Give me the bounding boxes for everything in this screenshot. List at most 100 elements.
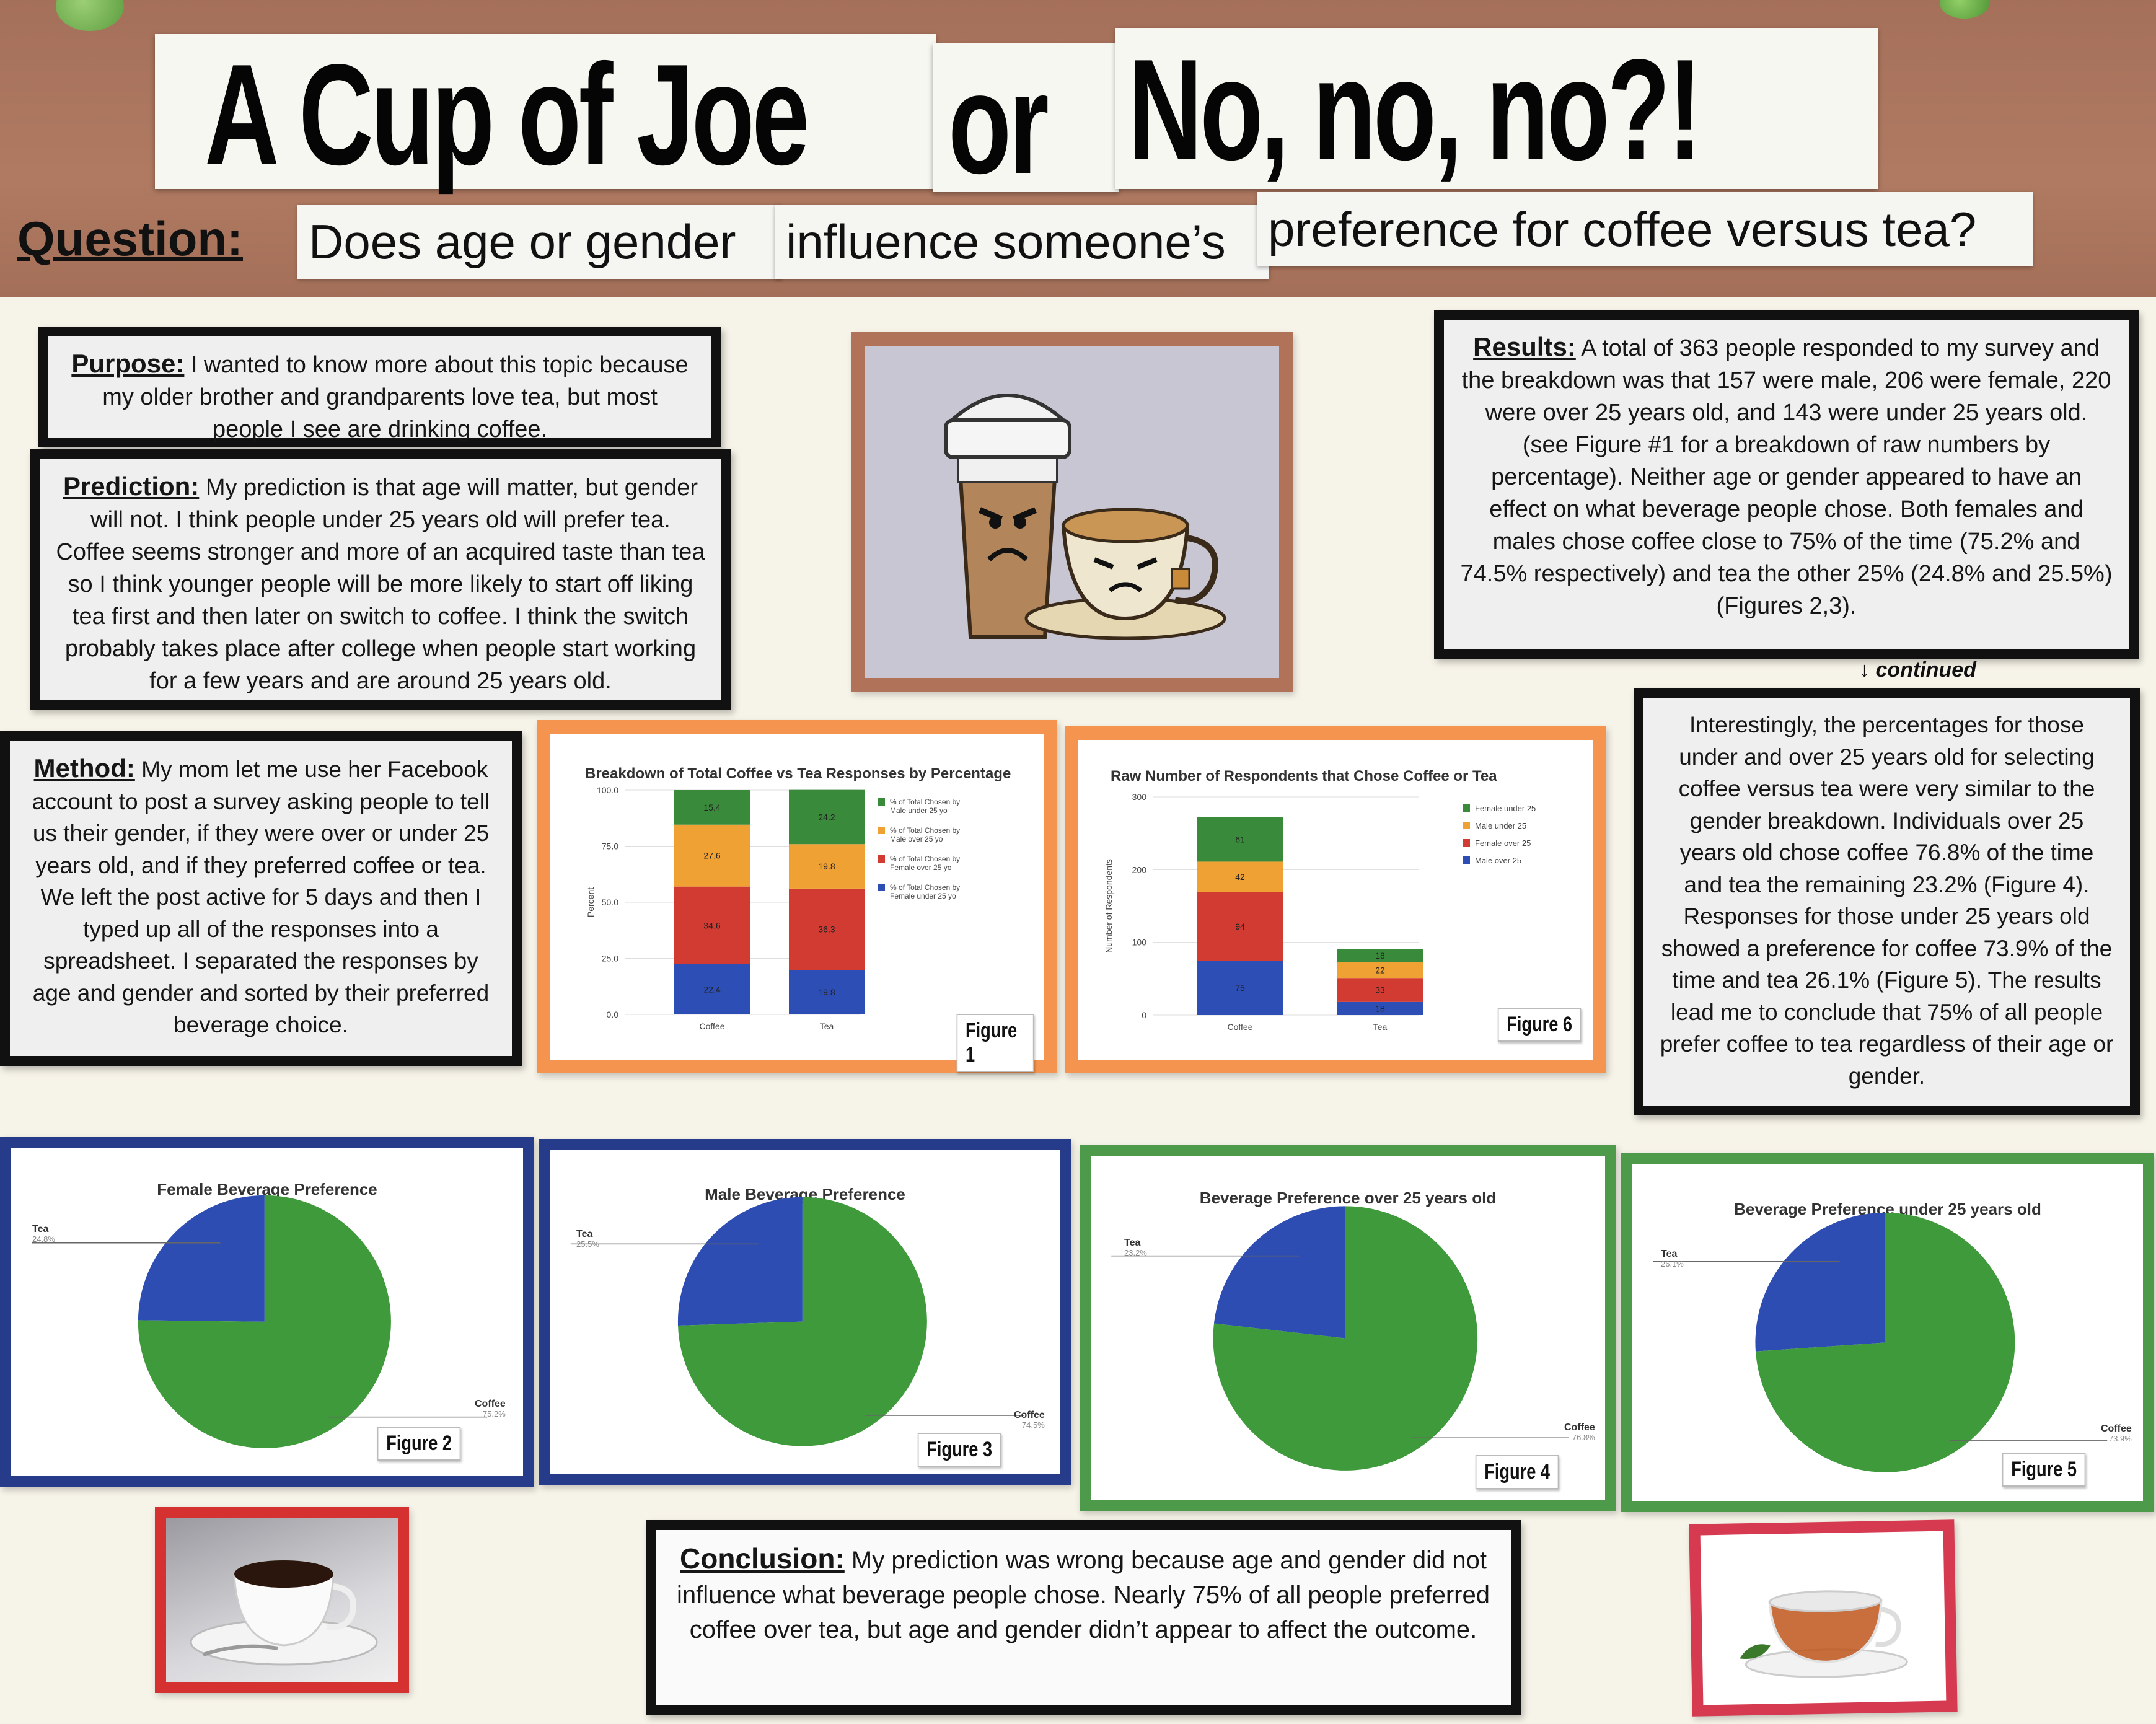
figure-2-frame: Female Beverage Preference Tea 24.8% Coff… — [0, 1137, 534, 1487]
title-paper-2 — [933, 43, 1119, 192]
figure-2-tea-value: 24.8% — [32, 1234, 55, 1244]
continued-text-body: Interestingly, the percentages for those… — [1643, 698, 2130, 1106]
continued-box: Interestingly, the percentages for those… — [1634, 688, 2140, 1115]
title-part-3: No, no, no?! — [1128, 30, 1702, 190]
x-tick-label: Coffee — [700, 1021, 725, 1031]
chart-title: Raw Number of Respondents that Chose Cof… — [1111, 768, 1497, 785]
figure-2-coffee-name: Coffee — [475, 1399, 506, 1409]
figure-4-tea-value: 23.2% — [1124, 1248, 1147, 1257]
figure-3-tea-value: 25.5% — [576, 1239, 599, 1249]
y-tick-label: 100.0 — [597, 785, 618, 795]
data-label: 33 — [1375, 985, 1385, 995]
conclusion-text: Conclusion: My prediction was wrong beca… — [656, 1530, 1511, 1705]
legend-swatch — [878, 827, 885, 834]
question-part-2: influence someone’s — [775, 205, 1269, 279]
bar-segment — [1197, 861, 1283, 892]
data-label: 61 — [1235, 835, 1245, 845]
figure-1-card: Breakdown of Total Coffee vs Tea Respons… — [550, 734, 1044, 1072]
legend-label-line-2: Female under 25 yo — [890, 892, 956, 900]
conclusion-label: Conclusion: — [680, 1542, 845, 1575]
figure-3-label: Figure 3 — [917, 1433, 1001, 1467]
bar-segment — [789, 789, 865, 845]
tea-cup-illustration — [1024, 508, 1226, 640]
figure-3-tea-name: Tea — [576, 1229, 593, 1239]
data-label: 75 — [1235, 983, 1245, 993]
y-tick-label: 0.0 — [607, 1009, 619, 1019]
tea-photo-frame — [1689, 1519, 1958, 1717]
conclusion-body: My prediction was wrong because age and … — [677, 1547, 1490, 1643]
figure-2-tea-label: Tea 24.8% — [32, 1225, 55, 1244]
figure-5-card: Beverage Preference under 25 years old T… — [1632, 1164, 2143, 1501]
coffee-cup-illustration — [944, 394, 1071, 639]
legend-label-line-2: Male under 25 yo — [890, 806, 948, 815]
figure-2-coffee-label: Coffee 75.2% — [475, 1399, 506, 1419]
x-tick-label: Tea — [820, 1021, 834, 1031]
legend-label-line-1: % of Total Chosen by — [890, 855, 960, 863]
bar-segment — [789, 970, 865, 1014]
pie-slice-tea — [1755, 1212, 1885, 1352]
question-label-paper: Question: — [17, 201, 296, 279]
figure-4-pie — [1111, 1206, 1569, 1471]
figure-5-tea-value: 26.1% — [1661, 1259, 1684, 1269]
data-label: 24.2 — [818, 812, 835, 822]
prediction-text: Prediction: My prediction is that age wi… — [40, 459, 721, 700]
data-label: 42 — [1235, 872, 1245, 882]
figure-2-coffee-value: 75.2% — [482, 1409, 506, 1418]
pie-slice-tea — [138, 1195, 265, 1322]
bar-segment — [1337, 978, 1423, 1002]
figure-5-tea-label: Tea 26.1% — [1661, 1249, 1684, 1269]
title-part-1: A Cup of Joe — [205, 35, 809, 195]
figure-2-pie — [32, 1195, 488, 1448]
pie-slice-coffee — [1213, 1206, 1478, 1471]
figure-5-pie — [1652, 1212, 2108, 1472]
legend-swatch — [1463, 804, 1470, 812]
title-paper-1 — [155, 34, 936, 189]
method-box: Method: My mom let me use her Facebook a… — [0, 731, 522, 1066]
y-tick-label: 25.0 — [602, 954, 618, 964]
legend-label: Female over 25 — [1475, 838, 1531, 848]
title-paper-3 — [1115, 28, 1878, 189]
figure-4-tea-label: Tea 23.2% — [1124, 1238, 1147, 1258]
cartoon-cups — [944, 394, 1226, 640]
legend-label: Female under 25 — [1475, 804, 1536, 813]
legend-label-line-1: % of Total Chosen by — [890, 798, 960, 806]
question-part-3: preference for coffee versus tea? — [1257, 192, 2033, 266]
figure-3-coffee-name: Coffee — [1014, 1410, 1045, 1420]
chart-title: Breakdown of Total Coffee vs Tea Respons… — [585, 765, 1011, 782]
conclusion-box: Conclusion: My prediction was wrong beca… — [646, 1520, 1521, 1715]
results-label: Results: — [1473, 332, 1576, 361]
tea-cup-photo — [1700, 1531, 1947, 1705]
legend-swatch — [1463, 856, 1470, 864]
illustration-frame — [851, 332, 1293, 692]
figure-6-frame: Raw Number of Respondents that Chose Cof… — [1065, 726, 1606, 1073]
legend-label-line-2: Male over 25 yo — [890, 835, 943, 843]
bar-segment — [789, 844, 865, 889]
pie-slice-tea — [1213, 1206, 1345, 1339]
down-arrow-icon: ↓ — [1859, 658, 1876, 682]
data-label: 19.8 — [818, 861, 835, 871]
coffee-vs-tea-illustration — [865, 346, 1279, 678]
data-label: 15.4 — [703, 803, 720, 812]
legend-swatch — [878, 855, 885, 863]
pie-slice-tea — [677, 1197, 803, 1326]
method-text: Method: My mom let me use her Facebook a… — [10, 741, 512, 1056]
prediction-box: Prediction: My prediction is that age wi… — [30, 449, 731, 710]
bar-segment — [1197, 817, 1283, 862]
bar-segment — [674, 886, 750, 964]
figure-3-coffee-value: 74.5% — [1021, 1420, 1045, 1430]
legend-swatch — [1463, 822, 1470, 829]
bar-segment — [1337, 949, 1423, 962]
pie-slice-coffee — [1755, 1212, 2015, 1472]
figure-5-frame: Beverage Preference under 25 years old T… — [1621, 1153, 2154, 1512]
coffee-cup-photo — [166, 1518, 398, 1682]
figure-4-coffee-value: 76.8% — [1572, 1433, 1595, 1442]
bar-segment — [674, 790, 750, 825]
figure-4-title: Beverage Preference over 25 years old — [1199, 1189, 1497, 1207]
legend-label-line-1: % of Total Chosen by — [890, 883, 960, 892]
x-tick-label: Tea — [1373, 1022, 1388, 1032]
tea-cup-icon — [1740, 1590, 1908, 1678]
data-label: 22 — [1375, 965, 1385, 975]
figure-5-label: Figure 5 — [2002, 1453, 2086, 1487]
coffee-photo-frame — [155, 1507, 409, 1693]
question-part-1: Does age or gender — [297, 205, 782, 279]
